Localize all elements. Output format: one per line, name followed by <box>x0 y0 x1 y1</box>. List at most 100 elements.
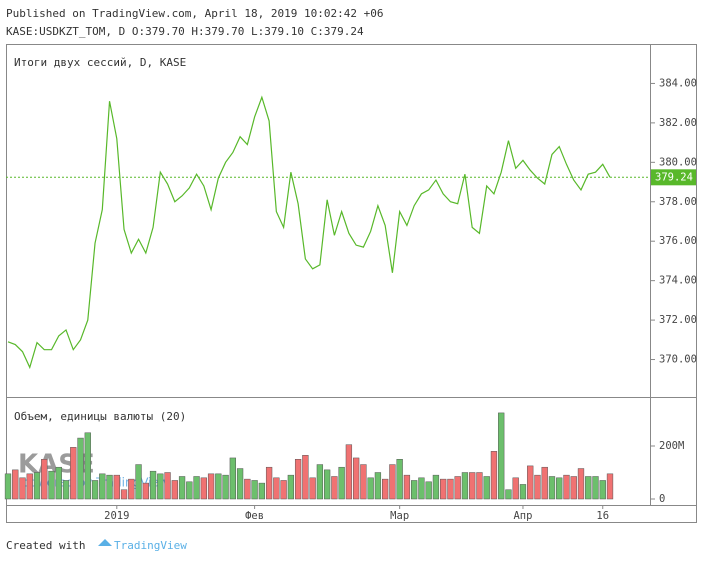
y-tick-label: 372.00 <box>659 314 697 326</box>
volume-bar <box>389 464 396 500</box>
volume-bar <box>280 480 287 500</box>
volume-bar <box>229 457 236 500</box>
volume-bar <box>599 480 606 500</box>
volume-bar <box>527 465 534 500</box>
volume-bar <box>432 474 440 500</box>
volume-bar <box>48 470 55 500</box>
volume-bar <box>207 473 215 500</box>
volume-bar <box>563 474 570 500</box>
volume-bar <box>418 477 425 500</box>
y-tick-label: 382.00 <box>659 117 697 129</box>
volume-bar <box>490 451 498 500</box>
volume-bar <box>77 437 84 500</box>
volume-bar <box>411 480 418 500</box>
volume-bar <box>316 464 324 500</box>
volume-bar <box>128 478 135 500</box>
y-tick-label: 374.00 <box>659 275 697 287</box>
y-tick-label: 380.00 <box>659 156 697 168</box>
x-tick-label: 16 <box>596 510 609 522</box>
volume-bar <box>331 476 338 500</box>
volume-bar <box>41 459 48 500</box>
volume-bar <box>157 473 164 500</box>
y-tick-label: 370.00 <box>659 354 697 366</box>
volume-bar <box>541 466 548 500</box>
volume-bar <box>476 472 483 500</box>
published-line: Published on TradingView.com, April 18, … <box>6 7 384 20</box>
volume-bar <box>12 469 19 500</box>
volume-bar <box>120 489 128 500</box>
volume-bar <box>498 412 505 500</box>
volume-bar <box>512 477 519 500</box>
tv-icon <box>98 539 112 546</box>
last-price-box <box>651 169 696 186</box>
volume-bar <box>570 476 577 500</box>
volume-bar <box>215 473 222 500</box>
volume-bar <box>461 472 469 500</box>
volume-bar <box>99 473 106 500</box>
volume-bar <box>469 472 476 500</box>
volume-bar <box>323 469 331 500</box>
volume-bar <box>345 444 353 500</box>
volume-bar <box>84 432 91 500</box>
volume-bar <box>236 468 244 500</box>
volume-bar <box>374 472 382 500</box>
volume-bar <box>592 476 599 500</box>
volume-bar <box>287 474 295 500</box>
volume-pane-title: Объем, единицы валюты (20) <box>14 410 186 423</box>
volume-bar <box>26 473 33 500</box>
volume-bar <box>142 482 149 500</box>
footer-brand: TradingView <box>114 539 187 552</box>
volume-bar <box>360 464 367 500</box>
volume-bar <box>396 459 403 500</box>
y-tick-label: 378.00 <box>659 196 697 208</box>
volume-bar <box>178 476 186 500</box>
price-pane-title: Итоги двух сессий, D, KASE <box>14 56 186 69</box>
volume-bar <box>164 472 171 500</box>
volume-bar <box>244 478 251 500</box>
volume-bar <box>149 470 157 500</box>
volume-bar <box>273 477 280 500</box>
volume-bar <box>309 477 316 500</box>
volume-bar <box>548 476 556 500</box>
volume-bar <box>135 464 142 500</box>
volume-bar <box>606 473 614 500</box>
volume-bar <box>534 474 541 500</box>
volume-bar <box>338 466 345 500</box>
y-tick-label: 384.00 <box>659 77 697 89</box>
volume-bar <box>113 474 120 500</box>
volume-bar <box>200 477 207 500</box>
volume-bar <box>251 480 258 500</box>
volume-bar <box>193 476 200 500</box>
volume-bar <box>106 474 113 500</box>
volume-bar <box>55 466 62 500</box>
volume-bar <box>577 468 585 500</box>
last-price-label: 379.24 <box>655 171 693 183</box>
volume-bar <box>33 472 41 500</box>
volume-bar <box>382 478 389 500</box>
volume-bar <box>483 476 490 500</box>
volume-bar <box>556 477 563 500</box>
volume-bar <box>403 474 411 500</box>
x-tick-label: 2019 <box>104 510 129 522</box>
volume-bar <box>294 459 302 500</box>
volume-bar <box>222 474 229 500</box>
volume-bar <box>70 447 77 500</box>
volume-bar <box>186 481 193 500</box>
volume-bar <box>19 477 26 500</box>
y-tick-label: 200M <box>659 440 684 452</box>
volume-bar <box>4 473 12 500</box>
volume-bar <box>62 480 70 500</box>
x-tick-label: Апр <box>513 510 532 522</box>
volume-bar <box>454 476 461 500</box>
volume-bar <box>447 478 454 500</box>
volume-bar <box>258 482 266 500</box>
volume-bar <box>367 477 374 500</box>
volume-bar <box>265 466 273 500</box>
x-tick-label: Фев <box>245 510 264 522</box>
volume-bar <box>440 478 447 500</box>
y-tick-label: 376.00 <box>659 235 697 247</box>
volume-bar <box>585 476 592 500</box>
y-tick-label: 0 <box>659 493 665 505</box>
volume-bar <box>505 489 512 500</box>
